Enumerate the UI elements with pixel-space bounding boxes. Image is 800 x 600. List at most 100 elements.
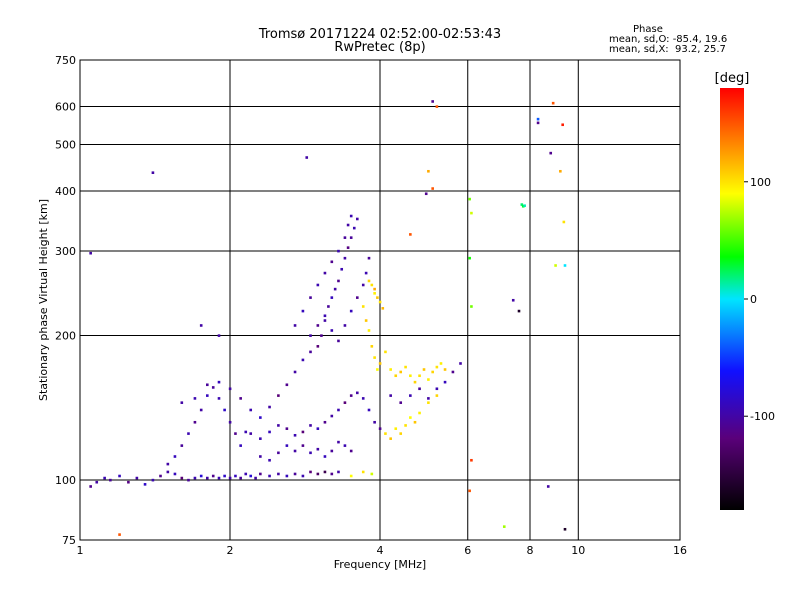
plot-frame xyxy=(79,59,681,541)
data-point xyxy=(389,368,392,371)
data-point xyxy=(413,380,417,384)
data-point xyxy=(223,474,226,478)
data-point xyxy=(293,433,297,437)
data-point xyxy=(330,260,334,264)
data-point xyxy=(151,478,155,482)
data-point xyxy=(435,105,439,108)
x-tick-label: 1 xyxy=(77,544,84,557)
data-point xyxy=(364,319,368,322)
data-point xyxy=(378,427,382,430)
y-tick-label: 600 xyxy=(55,101,76,114)
data-point xyxy=(435,365,439,369)
data-point xyxy=(361,283,365,287)
data-point xyxy=(536,117,540,121)
data-point xyxy=(309,334,312,337)
data-point xyxy=(330,296,334,299)
data-point xyxy=(343,401,347,404)
data-point xyxy=(551,101,555,105)
data-point xyxy=(316,447,320,451)
data-point xyxy=(217,380,221,384)
data-point xyxy=(422,368,426,371)
data-point xyxy=(301,309,305,313)
data-point xyxy=(502,525,506,528)
data-point xyxy=(309,350,312,354)
data-point xyxy=(373,287,376,291)
data-point xyxy=(378,362,382,365)
data-point xyxy=(301,358,305,362)
data-point xyxy=(435,387,439,391)
data-point xyxy=(346,223,350,227)
data-point xyxy=(427,401,430,404)
data-point xyxy=(228,420,232,424)
data-point xyxy=(404,365,407,369)
data-point xyxy=(443,380,447,384)
data-point xyxy=(381,307,385,310)
data-point xyxy=(268,405,271,409)
data-point xyxy=(330,449,334,453)
data-points xyxy=(89,100,567,536)
data-point xyxy=(511,298,515,302)
data-point xyxy=(468,489,471,493)
data-point xyxy=(370,283,374,287)
data-point xyxy=(431,370,434,374)
data-point xyxy=(470,211,473,215)
data-point xyxy=(343,256,347,260)
data-point xyxy=(254,476,257,480)
y-tick-label: 100 xyxy=(55,474,76,487)
data-point xyxy=(337,249,340,253)
data-point xyxy=(193,420,197,424)
data-point xyxy=(323,420,327,424)
phase-o-stats: mean, sd,O: -85.4, 19.6 xyxy=(609,34,728,45)
data-point xyxy=(211,386,215,389)
data-point xyxy=(259,416,262,419)
data-point xyxy=(427,169,430,173)
data-point xyxy=(340,267,344,271)
data-point xyxy=(118,533,121,536)
data-point xyxy=(249,432,253,435)
data-point xyxy=(361,470,365,474)
data-point xyxy=(389,437,392,440)
x-tick-label: 10 xyxy=(571,544,585,557)
data-point xyxy=(323,314,327,318)
data-point xyxy=(376,296,379,299)
data-point xyxy=(316,345,320,348)
y-tick-label: 75 xyxy=(62,534,76,547)
colorbar xyxy=(720,88,744,510)
data-point xyxy=(211,474,215,478)
data-point xyxy=(349,474,353,478)
y-tick-label: 300 xyxy=(55,245,76,258)
data-point xyxy=(199,324,203,327)
data-point xyxy=(330,472,334,476)
data-point xyxy=(187,478,190,482)
colorbar-tick-label: 100 xyxy=(750,176,771,189)
data-point xyxy=(259,472,262,476)
data-point xyxy=(228,387,232,391)
data-point xyxy=(293,324,297,327)
data-point xyxy=(394,374,398,378)
data-point xyxy=(521,204,525,208)
data-point xyxy=(361,397,365,400)
data-point xyxy=(404,424,407,427)
data-point xyxy=(409,416,412,419)
data-point xyxy=(427,378,430,381)
chart-title: Tromsø 20171224 02:52:00-02:53:43 xyxy=(258,27,502,42)
data-point xyxy=(323,319,327,322)
data-point xyxy=(378,300,382,304)
data-point xyxy=(563,264,567,267)
data-point xyxy=(135,476,139,480)
data-point xyxy=(199,408,203,412)
data-point xyxy=(384,432,387,435)
data-point xyxy=(517,309,521,313)
data-point xyxy=(268,458,271,462)
data-point xyxy=(316,324,320,327)
data-point xyxy=(228,476,232,480)
data-point xyxy=(223,408,226,412)
data-point xyxy=(316,283,320,287)
data-point xyxy=(349,214,353,218)
data-point xyxy=(301,444,305,447)
data-point xyxy=(409,374,412,378)
data-point xyxy=(239,476,242,480)
data-point xyxy=(337,408,340,412)
data-point xyxy=(277,451,280,455)
